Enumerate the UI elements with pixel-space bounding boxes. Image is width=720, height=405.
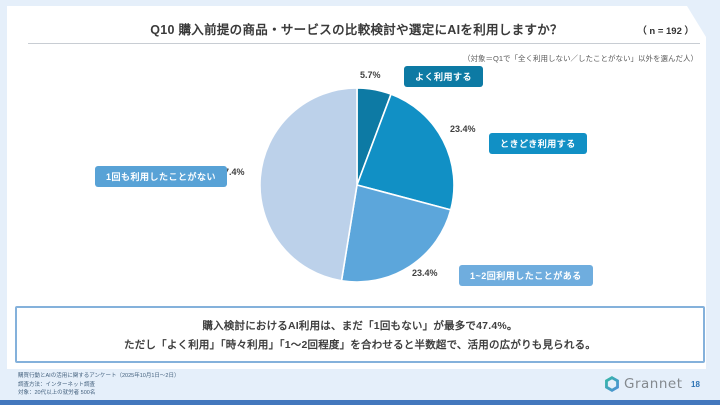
survey-meta-line: 購買行動とAIの活用に関するアンケート（2025年10月1日～2日） [18, 373, 180, 379]
pie-slice-2 [342, 185, 451, 282]
survey-meta-line: 調査方法：インターネット調査 [18, 381, 96, 388]
target-note: （対象＝Q1で「全く利用しない／したことがない」以外を選んだ人） [462, 54, 698, 63]
pie-value-label: 23.4% [450, 124, 476, 134]
legend-badge-once-twice: 1~2回利用したことがある [459, 265, 593, 286]
pie-chart [247, 75, 467, 295]
survey-meta-line: 対象：20代以上の就労者 500名 [18, 390, 96, 397]
survey-meta: 購買行動とAIの活用に関するアンケート（2025年10月1日～2日） 調査方法：… [18, 372, 179, 398]
pie-value-label: 47.4% [219, 167, 245, 177]
page-number: 18 [691, 380, 700, 389]
pie-slice-3 [260, 88, 357, 281]
legend-badge-never: 1回も利用したことがない [95, 166, 227, 187]
slide-card: Q10 購入前提の商品・サービスの比較検討や選定にAIを利用しますか？ （ n … [7, 6, 706, 369]
pie-slice-1 [357, 94, 454, 210]
sample-size-label: （ n = 192 ） [637, 26, 694, 37]
pie-value-label: 5.7% [360, 70, 381, 80]
title-divider [28, 43, 700, 44]
legend-badge-often: よく利用する [404, 66, 483, 87]
page-title: Q10 購入前提の商品・サービスの比較検討や選定にAIを利用しますか？ [150, 23, 563, 37]
brand-logo: Grannet [604, 375, 683, 393]
bottom-accent-bar [0, 400, 720, 405]
pie-value-label: 23.4% [412, 268, 438, 278]
summary-callout: 購入検討におけるAI利用は、まだ「1回もない」が最多で47.4%。 ただし「よく… [15, 306, 705, 363]
grannet-hexagon-icon [605, 376, 619, 392]
summary-line-1: 購入検討におけるAI利用は、まだ「1回もない」が最多で47.4%。 [202, 319, 518, 332]
legend-badge-sometimes: ときどき利用する [489, 133, 587, 154]
summary-line-2: ただし「よく利用」「時々利用」「1～2回程度」を合わせると半数超で、活用の広がり… [124, 338, 596, 351]
brand-logo-text: Grannet [624, 376, 683, 392]
